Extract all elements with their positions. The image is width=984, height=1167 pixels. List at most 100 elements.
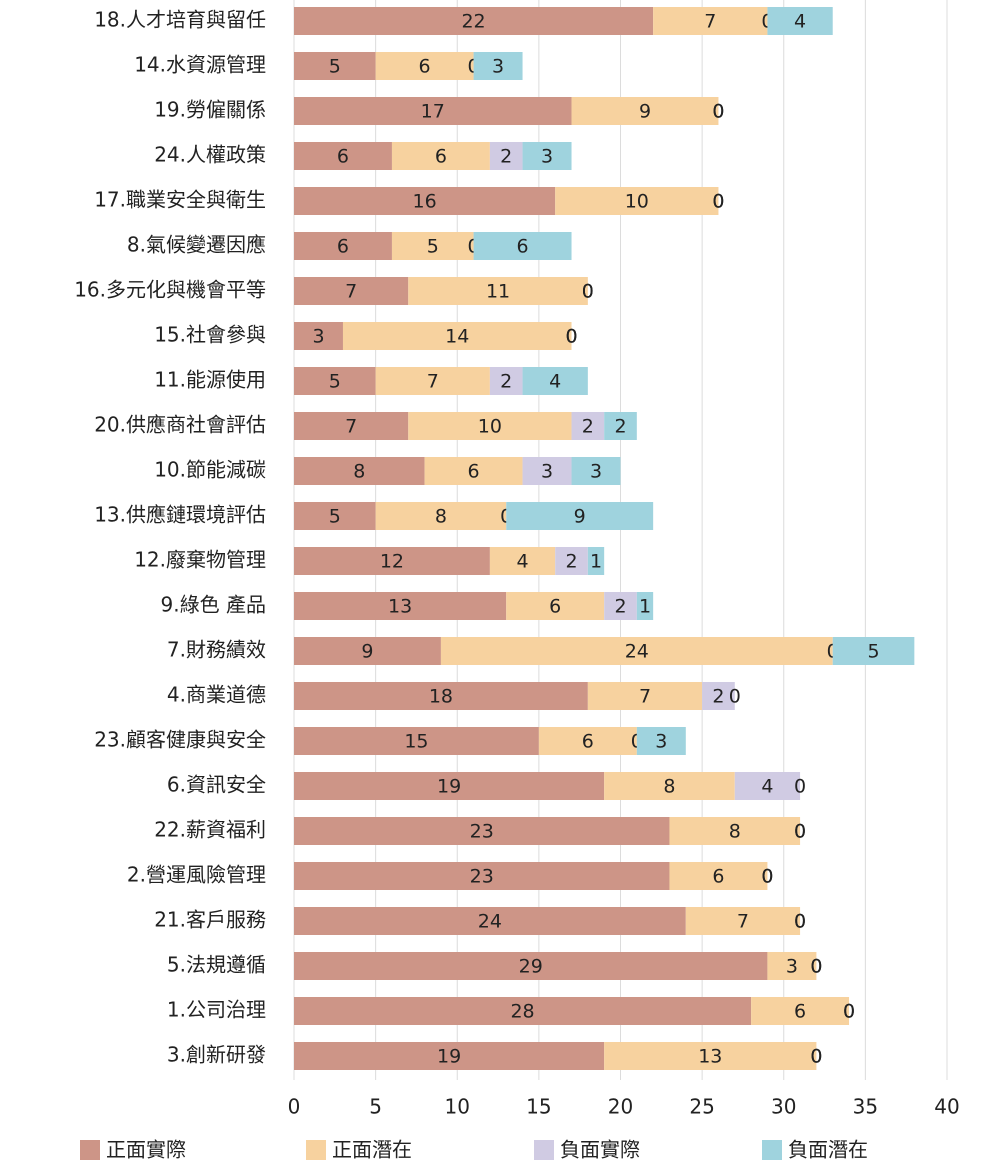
x-tick-label: 35 [853, 1095, 878, 1119]
data-label: 15 [404, 731, 428, 753]
bar-segment [342, 322, 572, 350]
bar-segment [294, 907, 686, 935]
legend-swatch [762, 1140, 782, 1160]
data-label: 10 [478, 416, 502, 438]
data-label: 13 [388, 596, 412, 618]
data-label: 12 [380, 551, 404, 573]
bar-segment [294, 547, 490, 575]
bar-segment [294, 682, 588, 710]
bar-segment [636, 592, 654, 620]
bar-segment [424, 457, 523, 485]
y-tick-label: 6.資訊安全 [167, 773, 266, 797]
bar-segment [391, 232, 474, 260]
data-label: 3 [312, 326, 324, 348]
data-label: 0 [794, 911, 806, 933]
data-label: 7 [704, 11, 716, 33]
data-label: 3 [655, 731, 667, 753]
data-label: 3 [786, 956, 798, 978]
data-label: 2 [712, 686, 724, 708]
bar-segment [506, 592, 605, 620]
bar-segment [294, 187, 556, 215]
y-tick-label: 18.人才培育與留任 [94, 8, 266, 32]
legend-swatch [80, 1140, 100, 1160]
bar-segment [294, 727, 539, 755]
data-label: 0 [565, 326, 577, 348]
x-tick-label: 20 [608, 1095, 633, 1119]
bar-segment [408, 277, 588, 305]
x-tick-label: 25 [689, 1095, 714, 1119]
bar-segment [375, 367, 490, 395]
x-tick-label: 40 [934, 1095, 959, 1119]
y-tick-label: 19.勞僱關係 [154, 98, 266, 122]
data-label: 3 [541, 461, 553, 483]
x-tick-label: 15 [526, 1095, 551, 1119]
bar-segment [294, 52, 376, 80]
y-tick-label: 16.多元化與機會平等 [74, 278, 266, 302]
data-label: 23 [470, 821, 494, 843]
legend-swatch [534, 1140, 554, 1160]
data-label: 0 [761, 866, 773, 888]
data-label: 0 [794, 911, 806, 933]
y-tick-label: 24.人權政策 [154, 143, 266, 167]
data-label: 8 [729, 821, 741, 843]
bar-segment [473, 232, 572, 260]
legend-label: 負面潛在 [788, 1138, 868, 1162]
data-label: 7 [427, 371, 439, 393]
data-label: 8 [435, 506, 447, 528]
x-tick-label: 5 [369, 1095, 382, 1119]
data-label: 6 [435, 146, 447, 168]
y-tick-label: 9.綠色 產品 [161, 593, 266, 617]
data-label: 0 [810, 1046, 822, 1068]
data-label: 2 [500, 146, 512, 168]
bar-segment [294, 502, 376, 530]
legend-label: 負面實際 [560, 1138, 640, 1162]
y-tick-label: 4.商業道德 [167, 683, 266, 707]
data-label: 0 [582, 281, 594, 303]
data-label: 22 [461, 11, 485, 33]
data-label: 5 [427, 236, 439, 258]
data-label: 6 [549, 596, 561, 618]
bar-segment [604, 772, 735, 800]
data-label: 0 [712, 191, 724, 213]
data-label: 9 [639, 101, 651, 123]
bar-segment [294, 367, 376, 395]
data-label: 2 [614, 596, 626, 618]
data-label: 7 [639, 686, 651, 708]
data-label: 11 [486, 281, 510, 303]
data-label: 8 [663, 776, 675, 798]
bar-segment [604, 412, 637, 440]
bar-segment [734, 772, 801, 800]
bar-segment [294, 592, 507, 620]
bar-segment [669, 817, 801, 845]
data-label: 0 [794, 821, 806, 843]
data-label: 0 [712, 191, 724, 213]
data-label: 6 [794, 1001, 806, 1023]
bar-segment [294, 457, 425, 485]
data-label: 19 [437, 776, 461, 798]
bar-segment [294, 997, 752, 1025]
data-label: 2 [500, 371, 512, 393]
y-tick-label: 5.法規遵循 [167, 953, 266, 977]
bar-segment [294, 7, 654, 35]
data-label: 1 [639, 596, 651, 618]
bar-segment [294, 322, 343, 350]
bar-segment [489, 142, 523, 170]
data-label: 2 [614, 416, 626, 438]
bar-segment [294, 772, 605, 800]
bar-segment [408, 412, 572, 440]
data-label: 24 [625, 641, 649, 663]
bar-segment [489, 547, 556, 575]
bar-segment [294, 637, 441, 665]
y-tick-label: 8.氣候變遷因應 [127, 233, 266, 257]
data-label: 9 [574, 506, 586, 528]
data-label: 29 [519, 956, 543, 978]
data-label: 5 [329, 371, 341, 393]
bar-segment [587, 682, 703, 710]
bar-segment [767, 7, 833, 35]
data-label: 5 [867, 641, 879, 663]
bar-segment [685, 907, 801, 935]
x-tick-label: 10 [445, 1095, 470, 1119]
data-label: 9 [361, 641, 373, 663]
data-label: 3 [590, 461, 602, 483]
data-label: 19 [437, 1046, 461, 1068]
